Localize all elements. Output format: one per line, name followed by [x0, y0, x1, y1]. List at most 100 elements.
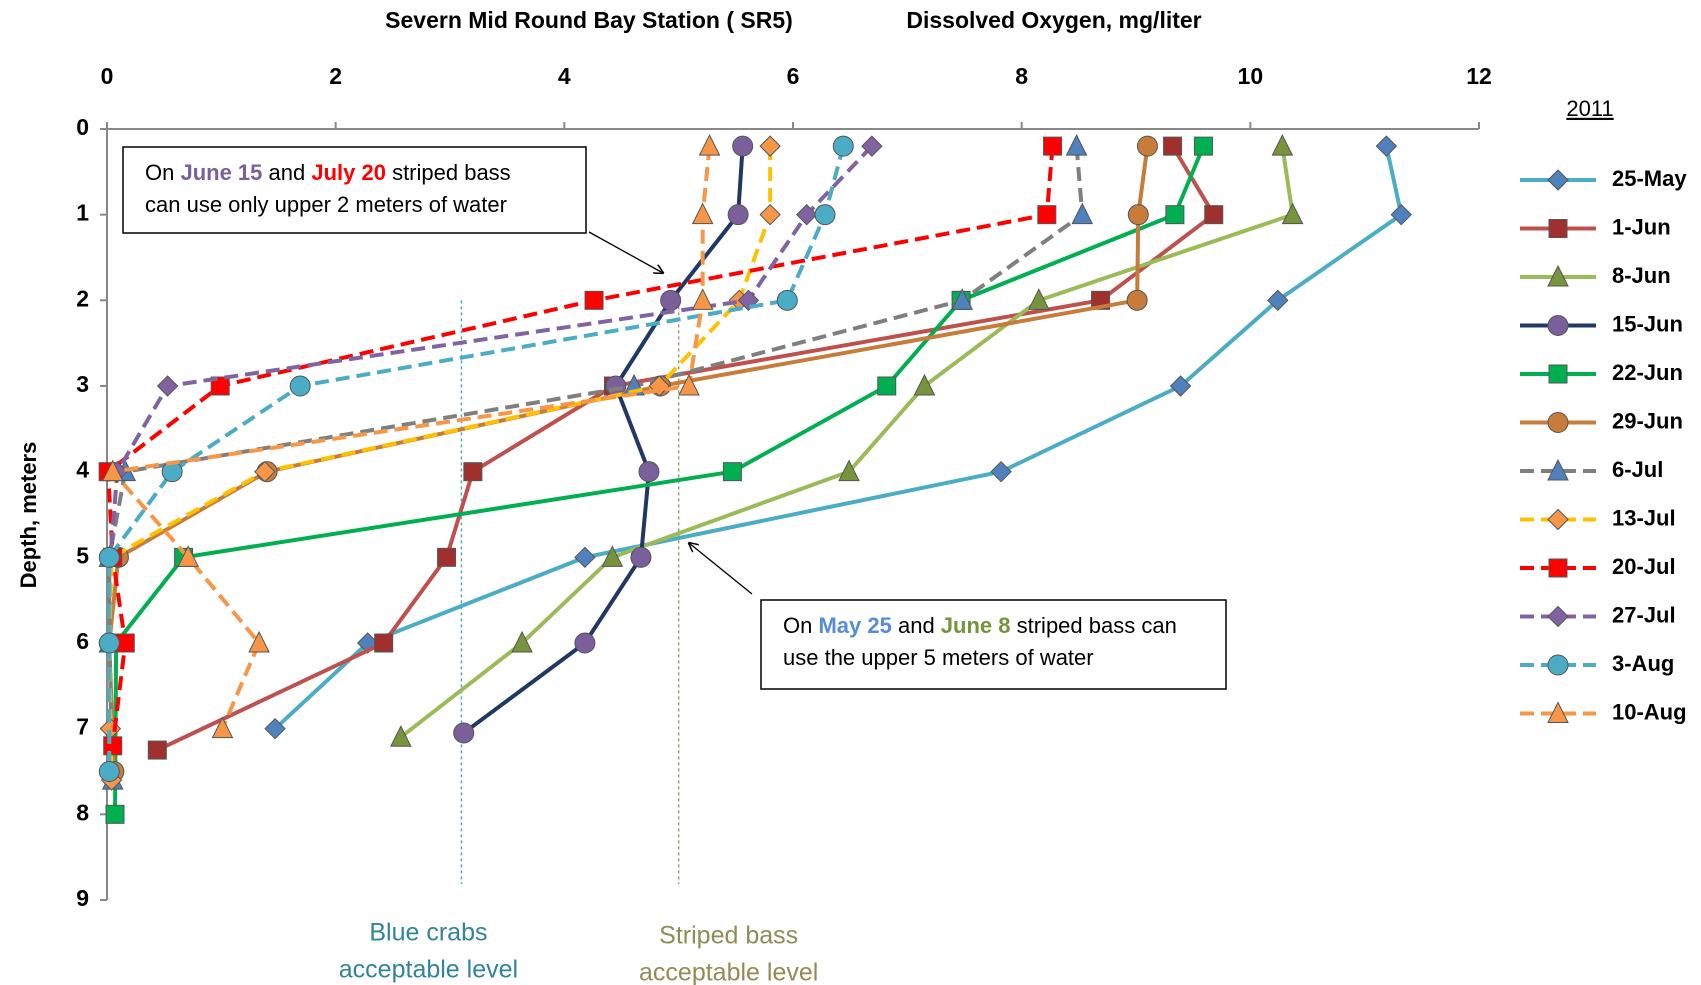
legend-label: 1-Jun [1612, 214, 1671, 239]
data-point [698, 134, 721, 156]
annotation-text: On May 25 and June 8 striped bass can [783, 613, 1177, 638]
annotation-text: can use only upper 2 meters of water [145, 192, 507, 217]
annotation-span: striped bass [386, 160, 511, 185]
data-point [1136, 135, 1158, 157]
data-point [574, 546, 596, 569]
data-point [877, 376, 897, 396]
legend-marker [1547, 701, 1569, 723]
legend-title: 2011 [1566, 96, 1613, 121]
data-point [511, 630, 533, 653]
y-tick-label: 2 [76, 285, 89, 311]
annotation-text: On June 15 and July 20 striped bass [145, 160, 511, 185]
data-point [691, 288, 714, 310]
annotation-span: and [262, 160, 311, 185]
data-point [584, 290, 604, 310]
series-line [110, 145, 712, 730]
y-tick-label: 3 [76, 371, 89, 397]
data-point [264, 717, 286, 740]
data-point [98, 761, 120, 782]
y-tick-label: 8 [76, 799, 89, 825]
series-line [107, 145, 846, 772]
legend-marker [1547, 412, 1569, 433]
data-point [1043, 136, 1063, 156]
data-point [759, 203, 781, 226]
data-point [254, 460, 276, 483]
legend-marker [1547, 654, 1569, 676]
data-point [638, 461, 660, 483]
data-point [437, 547, 457, 567]
data-point [177, 545, 199, 567]
data-point [1271, 134, 1294, 156]
legend-marker [1548, 558, 1568, 578]
data-point [1165, 205, 1185, 225]
data-point [574, 632, 596, 654]
y-tick-label: 9 [76, 885, 89, 911]
annotation-arrow [689, 543, 753, 595]
annotation-arrow [588, 231, 663, 273]
y-tick-label: 5 [76, 542, 89, 568]
data-point [98, 632, 120, 654]
series-line [107, 146, 773, 781]
data-point [101, 459, 124, 482]
data-point [289, 375, 311, 397]
legend-marker [1547, 169, 1569, 191]
data-point [951, 288, 974, 310]
y-tick-label: 7 [76, 714, 89, 740]
data-point [832, 135, 854, 157]
legend-label: 25-May [1612, 166, 1687, 191]
legend-marker [1547, 458, 1569, 481]
reference-label: Blue crabs [369, 919, 487, 947]
legend-marker [1547, 605, 1569, 628]
data-point [601, 545, 624, 567]
legend-label: 6-Jul [1612, 457, 1663, 482]
data-point [732, 135, 754, 157]
data-point [105, 804, 125, 824]
series-line [108, 144, 874, 558]
legend-marker [1547, 264, 1569, 287]
y-tick-label: 4 [76, 457, 89, 483]
data-point [374, 633, 394, 653]
data-point [990, 460, 1012, 483]
annotation-span: and [892, 613, 941, 638]
x-tick-label: 0 [101, 63, 114, 89]
legend-label: 20-Jul [1612, 554, 1676, 579]
annotation-span: July 20 [311, 160, 386, 185]
data-point [861, 135, 883, 157]
data-point [103, 736, 123, 756]
y-tick-label: 0 [76, 114, 89, 140]
data-point [1375, 135, 1398, 157]
data-point [1163, 136, 1183, 156]
series-line [156, 145, 1216, 752]
data-point [678, 373, 700, 396]
data-point [722, 462, 742, 482]
legend-marker [1547, 315, 1569, 336]
data-point [1169, 375, 1192, 397]
data-point [1281, 202, 1304, 225]
data-point [1267, 289, 1289, 312]
legend-label: 8-Jun [1612, 263, 1671, 288]
data-point [814, 204, 836, 226]
x-tick-label: 12 [1466, 63, 1492, 89]
x-tick-label: 2 [329, 63, 342, 89]
data-point [1037, 205, 1057, 225]
annotation-span: June 15 [180, 160, 262, 185]
reference-label: Striped bass [659, 922, 798, 950]
data-point [660, 289, 682, 311]
annotation-span: use the upper 5 meters of water [783, 645, 1094, 670]
reference-label: acceptable level [639, 959, 818, 985]
data-point [1390, 203, 1412, 226]
annotation-span: May 25 [818, 613, 891, 638]
annotation-box [760, 599, 1227, 690]
annotation-span: striped bass can [1011, 613, 1177, 638]
legend-marker [1548, 364, 1568, 384]
data-point [1127, 204, 1149, 226]
data-point [453, 722, 475, 744]
legend-label: 10-Aug [1612, 699, 1687, 724]
data-point [1193, 136, 1213, 156]
x-tick-label: 4 [558, 63, 571, 89]
legend-label: 29-Jun [1612, 408, 1683, 433]
annotation-box [122, 146, 587, 234]
data-point [1071, 202, 1094, 225]
data-point [1028, 288, 1050, 310]
